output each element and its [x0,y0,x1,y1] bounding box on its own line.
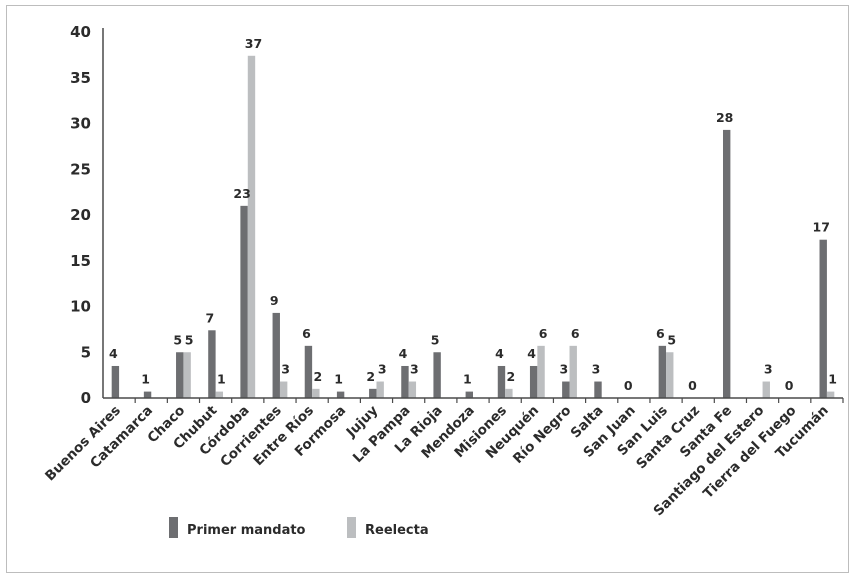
bar-primer-mandato [594,381,602,398]
data-label: 6 [302,326,311,341]
y-tick-label: 15 [70,252,91,270]
data-label: 3 [378,362,387,377]
bar-reelecta [312,388,320,398]
bar-primer-mandato [369,388,377,398]
bar-primer-mandato [143,391,152,398]
data-label: 5 [431,332,440,347]
bar-primer-mandato [111,365,120,398]
y-tick-label: 30 [70,115,91,133]
data-label: 4 [399,346,408,361]
bar-primer-mandato [529,365,538,398]
bar-reelecta [247,55,256,398]
data-label: 9 [270,293,279,308]
data-label: 3 [592,362,601,377]
bar-reelecta [183,352,191,398]
data-label: 5 [185,332,194,347]
data-label: 4 [109,346,118,361]
bar-reelecta [666,352,674,398]
bar-reelecta [215,391,224,398]
data-label: 4 [527,346,536,361]
data-label: 3 [764,362,773,377]
data-label: 17 [813,220,830,235]
data-label: 3 [281,362,290,377]
y-tick-label: 35 [70,69,91,87]
legend-swatch [169,517,178,538]
y-tick-label: 0 [81,389,91,407]
legend: Primer mandato Reelecta [169,517,429,538]
data-label: 7 [206,310,215,325]
bar-primer-mandato [658,345,667,398]
data-label: 3 [559,362,568,377]
bar-primer-mandato [240,205,248,398]
y-tick-label: 40 [70,23,91,41]
y-tick-label: 25 [70,160,91,178]
bar-primer-mandato [819,239,827,398]
data-label: 2 [313,369,322,384]
data-label: 4 [495,346,504,361]
bar-primer-mandato [272,312,280,398]
bar-primer-mandato [176,352,184,398]
y-tick-label: 20 [70,206,91,224]
data-label: 5 [667,332,676,347]
data-label: 5 [173,332,182,347]
bar-reelecta [537,345,545,398]
bar-reelecta [569,345,577,398]
data-label: 6 [656,326,665,341]
data-label: 6 [539,326,548,341]
legend-label: Primer mandato [187,523,306,538]
data-label: 3 [410,362,419,377]
data-label: 0 [624,378,633,393]
data-label: 0 [688,378,697,393]
bar-primer-mandato [562,381,570,398]
y-tick-label: 10 [70,298,91,316]
y-tick-label: 5 [81,343,91,361]
legend-swatch [347,517,356,538]
bar-primer-mandato [433,352,441,398]
bar-primer-mandato [497,365,506,398]
bar-reelecta [826,391,835,398]
bar-primer-mandato [465,391,473,398]
bar-primer-mandato [336,391,345,398]
data-label: 1 [463,372,472,387]
data-label: 0 [785,378,794,393]
data-label: 1 [217,372,226,387]
data-label: 1 [334,372,343,387]
data-label: 2 [507,369,516,384]
bars-layer [111,55,835,398]
data-label: 37 [245,36,262,51]
bar-reelecta [408,381,417,398]
bar-primer-mandato [304,345,313,398]
bar-primer-mandato [722,129,731,398]
data-label: 23 [233,186,250,201]
bar-reelecta [376,381,384,398]
data-label: 6 [571,326,580,341]
data-label: 1 [828,372,837,387]
legend-label: Reelecta [365,523,429,538]
bar-reelecta [762,381,770,398]
bar-primer-mandato [208,330,216,398]
bar-reelecta [505,388,513,398]
bar-primer-mandato [401,365,409,398]
chart-frame: 0 5 10 15 20 25 30 35 40 Buenos Aires Catamarca Cha… [6,5,849,573]
bar-reelecta [279,381,288,398]
data-label: 2 [366,369,375,384]
data-label: 28 [716,110,733,125]
data-label: 1 [141,372,150,387]
